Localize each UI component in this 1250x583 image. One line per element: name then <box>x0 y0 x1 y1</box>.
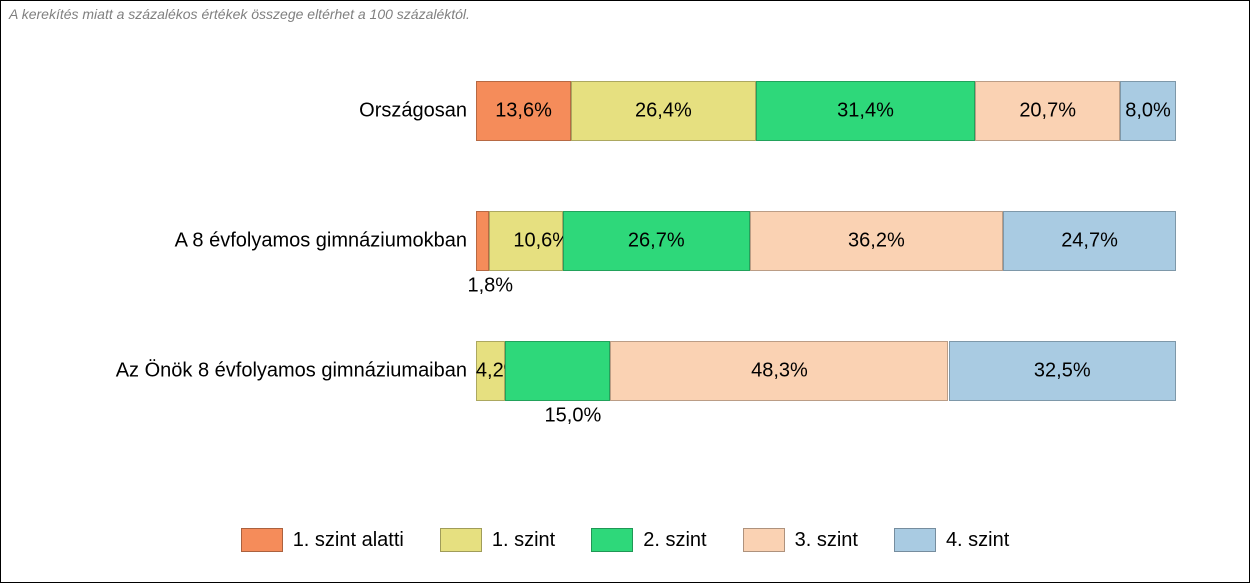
legend-label: 3. szint <box>795 529 858 552</box>
legend-swatch <box>894 528 936 552</box>
bar-segment <box>505 341 610 401</box>
row-label: A 8 évfolyamos gimnáziumokban <box>175 230 467 253</box>
legend-label: 2. szint <box>643 529 706 552</box>
chart-row: Az Önök 8 évfolyamos gimnáziumaiban4,2%1… <box>1 331 1219 411</box>
segment-value-label: 1,8% <box>468 275 514 298</box>
legend-item: 3. szint <box>743 528 858 552</box>
legend-swatch <box>440 528 482 552</box>
chart-frame: A kerekítés miatt a százalékos értékek ö… <box>0 0 1250 583</box>
rounding-note: A kerekítés miatt a százalékos értékek ö… <box>9 6 470 22</box>
segment-value-label: 36,2% <box>848 230 905 253</box>
legend-item: 2. szint <box>591 528 706 552</box>
segment-value-label: 32,5% <box>1034 360 1091 383</box>
legend-label: 4. szint <box>946 529 1009 552</box>
segment-value-label: 31,4% <box>837 100 894 123</box>
chart-row: A 8 évfolyamos gimnáziumokban1,8%10,6%26… <box>1 201 1219 281</box>
segment-value-label: 26,7% <box>628 230 685 253</box>
legend-label: 1. szint alatti <box>293 529 404 552</box>
legend-swatch <box>241 528 283 552</box>
row-label: Az Önök 8 évfolyamos gimnáziumaiban <box>116 360 467 383</box>
legend-item: 4. szint <box>894 528 1009 552</box>
segment-value-label: 10,6% <box>513 230 570 253</box>
bar-track: 1,8%10,6%26,7%36,2%24,7% <box>476 211 1176 271</box>
legend-item: 1. szint <box>440 528 555 552</box>
legend-label: 1. szint <box>492 529 555 552</box>
chart-area: Országosan 13,6% 26,4% 31,4% 20,7% 8,0% A 8 év… <box>1 71 1249 462</box>
legend-item: 1. szint alatti <box>241 528 404 552</box>
segment-value-label: 48,3% <box>751 360 808 383</box>
bar-track: 13,6% 26,4% 31,4% 20,7% 8,0% <box>476 81 1176 141</box>
segment-value-label: 26,4% <box>635 100 692 123</box>
segment-value-label: 15,0% <box>545 405 602 428</box>
segment-value-label: 20,7% <box>1019 100 1076 123</box>
row-label: Országosan <box>359 100 467 123</box>
chart-row: Országosan 13,6% 26,4% 31,4% 20,7% 8,0% <box>1 71 1219 151</box>
bar-segment <box>476 211 489 271</box>
legend-swatch <box>591 528 633 552</box>
segment-value-label: 24,7% <box>1061 230 1118 253</box>
bar-track: 4,2%15,0%48,3%32,5% <box>476 341 1176 401</box>
segment-value-label: 13,6% <box>495 100 552 123</box>
segment-value-label: 8,0% <box>1125 100 1171 123</box>
legend: 1. szint alatti 1. szint 2. szint 3. szint 4… <box>1 528 1249 552</box>
legend-swatch <box>743 528 785 552</box>
